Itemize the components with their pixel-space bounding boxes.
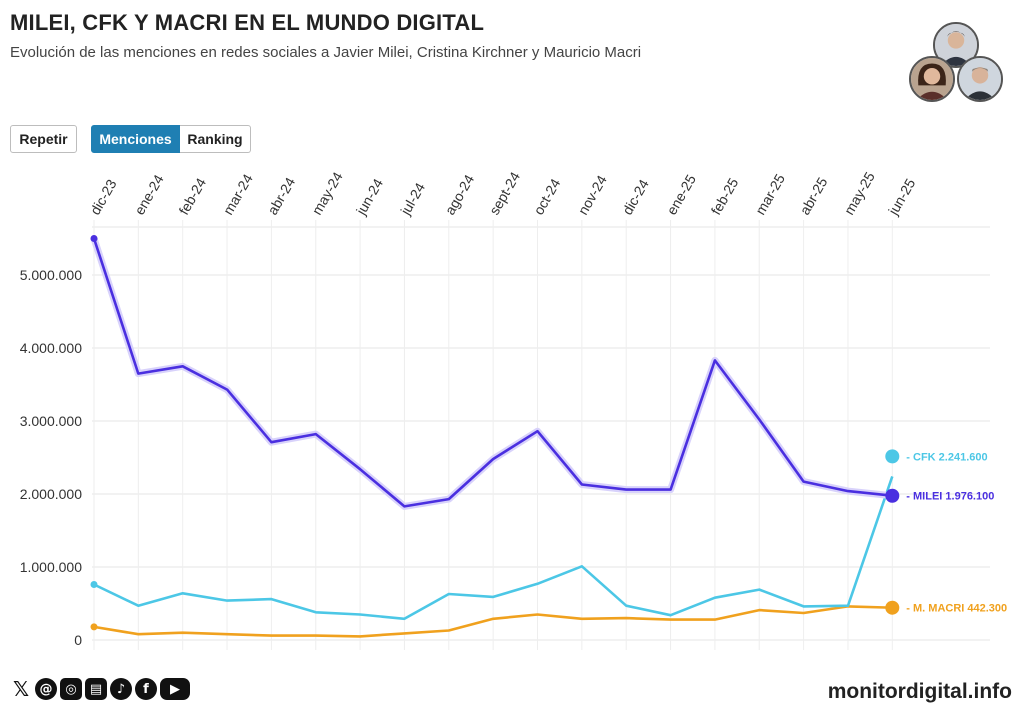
x-tick-label: jul-24 [397,180,429,219]
x-tick-label: dic-24 [619,176,652,217]
x-tick-label: abr-24 [264,174,298,217]
y-tick-label: 3.000.000 [20,413,82,429]
y-tick-label: 1.000.000 [20,559,82,575]
series-lines [90,235,894,638]
instagram-icon[interactable]: ◎ [60,678,82,700]
mentions-tab[interactable]: Menciones [91,125,180,153]
series-start-point [90,235,98,242]
end-value-label: - MILEI 1.976.100 [906,491,994,503]
end-point-marker[interactable] [885,488,900,503]
social-icons: 𝕏 @ ◎ ▤ ♪ f ▶ [10,677,190,701]
x-icon[interactable]: 𝕏 [10,677,32,701]
politician-avatars [905,22,1015,112]
x-tick-label: mar-24 [220,171,256,218]
x-tick-label: feb-24 [175,175,209,218]
x-tick-label: may-24 [308,169,345,218]
x-tick-label: mar-25 [752,171,788,218]
y-tick-label: 2.000.000 [20,486,82,502]
y-axis-ticks: 0 1.000.000 2.000.000 3.000.000 4.000.000 5.0… [20,267,83,648]
replay-button[interactable]: Repetir [10,125,77,153]
series-start-point [90,581,98,589]
series-start-point [90,623,98,631]
series-line-milei[interactable] [92,238,893,508]
y-tick-label: 0 [74,632,82,648]
series-line-cfk[interactable] [93,475,894,621]
end-labels: - CFK 2.241.600 - MILEI 1.976.100 - M. MAC… [885,449,1007,615]
end-point-marker[interactable] [885,600,900,615]
x-tick-label: dic-23 [87,176,120,217]
y-tick-label: 4.000.000 [20,340,82,356]
x-axis-ticks: dic-23 ene-24 feb-24 mar-24 abr-24 may-24 jun-… [87,169,919,218]
end-value-label: - CFK 2.241.600 [906,451,987,463]
chart-subtitle: Evolución de las menciones en redes soci… [10,44,642,61]
news-icon[interactable]: ▤ [85,678,107,700]
x-tick-label: jun-25 [885,176,919,219]
x-tick-label: feb-25 [708,175,742,218]
macri-avatar [957,56,1003,102]
x-tick-label: ene-25 [663,172,699,218]
x-tick-label: ene-24 [131,172,167,218]
x-tick-label: abr-25 [796,174,830,217]
cfk-avatar [909,56,955,102]
end-point-marker[interactable] [885,449,900,464]
chart-title: MILEI, CFK Y MACRI EN EL MUNDO DIGITAL [10,10,485,35]
y-tick-label: 5.000.000 [20,267,82,283]
facebook-icon[interactable]: f [135,678,157,700]
x-tick-label: may-25 [841,169,878,218]
x-tick-label: sept-24 [486,169,523,218]
x-tick-label: nov-24 [575,172,610,217]
end-value-label: - M. MACRI 442.300 [906,603,1007,615]
threads-icon[interactable]: @ [35,678,57,700]
series-line-m-macri[interactable] [93,605,893,638]
tiktok-icon[interactable]: ♪ [110,678,132,700]
x-tick-label: oct-24 [530,176,563,218]
grid-lines [92,220,990,650]
youtube-icon[interactable]: ▶ [160,678,190,700]
ranking-tab[interactable]: Ranking [180,125,251,153]
x-tick-label: ago-24 [442,172,478,218]
x-tick-label: jun-24 [352,176,386,219]
brand-name: monitordigital.info [827,680,1012,703]
